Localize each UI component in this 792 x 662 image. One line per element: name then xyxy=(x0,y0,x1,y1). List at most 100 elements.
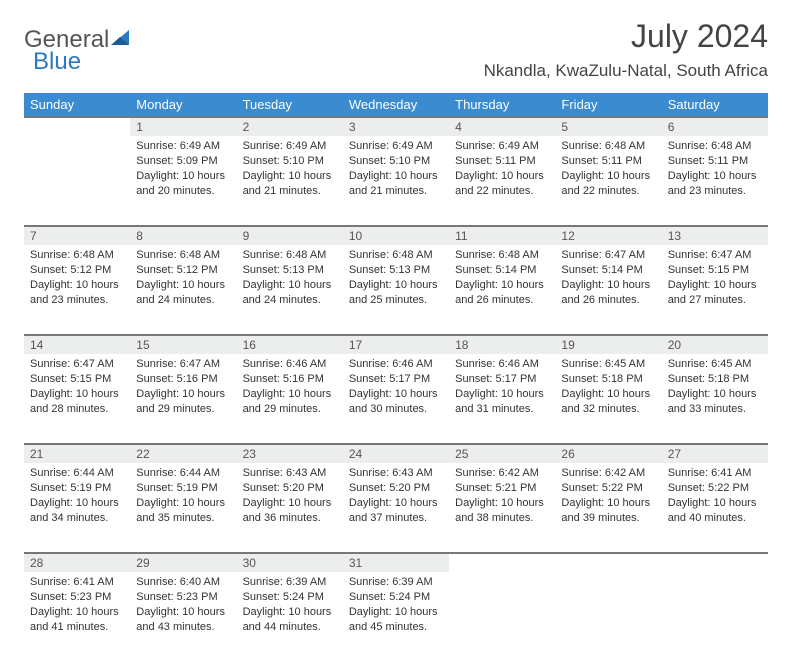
day-content-cell: Sunrise: 6:49 AMSunset: 5:10 PMDaylight:… xyxy=(343,136,449,226)
weekday-header: Saturday xyxy=(662,93,768,117)
day-number-cell: 6 xyxy=(662,117,768,136)
weekday-header: Sunday xyxy=(24,93,130,117)
day-number-cell: 30 xyxy=(237,553,343,572)
day-content-row: Sunrise: 6:41 AMSunset: 5:23 PMDaylight:… xyxy=(24,572,768,662)
day-content-cell: Sunrise: 6:46 AMSunset: 5:16 PMDaylight:… xyxy=(237,354,343,444)
day-number-cell xyxy=(555,553,661,572)
weekday-header: Tuesday xyxy=(237,93,343,117)
weekday-header: Friday xyxy=(555,93,661,117)
day-details: Sunrise: 6:47 AMSunset: 5:14 PMDaylight:… xyxy=(555,245,661,313)
day-content-cell: Sunrise: 6:48 AMSunset: 5:12 PMDaylight:… xyxy=(24,245,130,335)
day-details: Sunrise: 6:47 AMSunset: 5:15 PMDaylight:… xyxy=(24,354,130,422)
day-details: Sunrise: 6:46 AMSunset: 5:16 PMDaylight:… xyxy=(237,354,343,422)
day-number-cell xyxy=(24,117,130,136)
day-content-cell: Sunrise: 6:41 AMSunset: 5:23 PMDaylight:… xyxy=(24,572,130,662)
day-number-row: 28293031 xyxy=(24,553,768,572)
day-details: Sunrise: 6:43 AMSunset: 5:20 PMDaylight:… xyxy=(237,463,343,531)
calendar-head: SundayMondayTuesdayWednesdayThursdayFrid… xyxy=(24,93,768,117)
day-details: Sunrise: 6:48 AMSunset: 5:14 PMDaylight:… xyxy=(449,245,555,313)
day-content-cell: Sunrise: 6:40 AMSunset: 5:23 PMDaylight:… xyxy=(130,572,236,662)
day-content-cell: Sunrise: 6:47 AMSunset: 5:14 PMDaylight:… xyxy=(555,245,661,335)
calendar-body: 123456Sunrise: 6:49 AMSunset: 5:09 PMDay… xyxy=(24,117,768,662)
day-number-cell: 22 xyxy=(130,444,236,463)
day-content-cell: Sunrise: 6:42 AMSunset: 5:22 PMDaylight:… xyxy=(555,463,661,553)
day-details: Sunrise: 6:48 AMSunset: 5:11 PMDaylight:… xyxy=(662,136,768,204)
day-content-cell xyxy=(662,572,768,662)
day-details: Sunrise: 6:49 AMSunset: 5:09 PMDaylight:… xyxy=(130,136,236,204)
day-content-cell: Sunrise: 6:44 AMSunset: 5:19 PMDaylight:… xyxy=(130,463,236,553)
day-number-cell: 21 xyxy=(24,444,130,463)
weekday-row: SundayMondayTuesdayWednesdayThursdayFrid… xyxy=(24,93,768,117)
day-number-cell: 15 xyxy=(130,335,236,354)
day-details: Sunrise: 6:41 AMSunset: 5:23 PMDaylight:… xyxy=(24,572,130,640)
day-content-cell: Sunrise: 6:45 AMSunset: 5:18 PMDaylight:… xyxy=(555,354,661,444)
day-content-cell: Sunrise: 6:44 AMSunset: 5:19 PMDaylight:… xyxy=(24,463,130,553)
day-content-cell: Sunrise: 6:48 AMSunset: 5:13 PMDaylight:… xyxy=(237,245,343,335)
day-number-cell: 1 xyxy=(130,117,236,136)
day-number-cell: 17 xyxy=(343,335,449,354)
day-number-cell: 20 xyxy=(662,335,768,354)
day-number-cell: 7 xyxy=(24,226,130,245)
day-content-cell xyxy=(449,572,555,662)
sail-icon xyxy=(111,28,133,53)
day-details: Sunrise: 6:43 AMSunset: 5:20 PMDaylight:… xyxy=(343,463,449,531)
day-content-cell: Sunrise: 6:49 AMSunset: 5:10 PMDaylight:… xyxy=(237,136,343,226)
day-number-cell: 31 xyxy=(343,553,449,572)
day-number-cell xyxy=(449,553,555,572)
day-details: Sunrise: 6:48 AMSunset: 5:12 PMDaylight:… xyxy=(24,245,130,313)
day-number-cell: 14 xyxy=(24,335,130,354)
day-details: Sunrise: 6:47 AMSunset: 5:15 PMDaylight:… xyxy=(662,245,768,313)
day-content-row: Sunrise: 6:47 AMSunset: 5:15 PMDaylight:… xyxy=(24,354,768,444)
day-number-cell: 11 xyxy=(449,226,555,245)
day-content-cell: Sunrise: 6:46 AMSunset: 5:17 PMDaylight:… xyxy=(449,354,555,444)
day-number-cell: 24 xyxy=(343,444,449,463)
day-details: Sunrise: 6:49 AMSunset: 5:11 PMDaylight:… xyxy=(449,136,555,204)
day-details: Sunrise: 6:40 AMSunset: 5:23 PMDaylight:… xyxy=(130,572,236,640)
day-details: Sunrise: 6:41 AMSunset: 5:22 PMDaylight:… xyxy=(662,463,768,531)
day-details: Sunrise: 6:47 AMSunset: 5:16 PMDaylight:… xyxy=(130,354,236,422)
day-content-row: Sunrise: 6:44 AMSunset: 5:19 PMDaylight:… xyxy=(24,463,768,553)
title-block: July 2024 Nkandla, KwaZulu-Natal, South … xyxy=(484,18,768,81)
day-details: Sunrise: 6:39 AMSunset: 5:24 PMDaylight:… xyxy=(343,572,449,640)
day-content-cell: Sunrise: 6:41 AMSunset: 5:22 PMDaylight:… xyxy=(662,463,768,553)
day-details: Sunrise: 6:42 AMSunset: 5:21 PMDaylight:… xyxy=(449,463,555,531)
day-content-cell xyxy=(555,572,661,662)
day-details: Sunrise: 6:45 AMSunset: 5:18 PMDaylight:… xyxy=(662,354,768,422)
day-content-cell: Sunrise: 6:39 AMSunset: 5:24 PMDaylight:… xyxy=(343,572,449,662)
day-content-cell: Sunrise: 6:48 AMSunset: 5:12 PMDaylight:… xyxy=(130,245,236,335)
header: General July 2024 Nkandla, KwaZulu-Natal… xyxy=(24,18,768,81)
month-title: July 2024 xyxy=(484,18,768,55)
day-details: Sunrise: 6:49 AMSunset: 5:10 PMDaylight:… xyxy=(237,136,343,204)
day-content-row: Sunrise: 6:49 AMSunset: 5:09 PMDaylight:… xyxy=(24,136,768,226)
day-content-cell: Sunrise: 6:48 AMSunset: 5:11 PMDaylight:… xyxy=(555,136,661,226)
day-details: Sunrise: 6:48 AMSunset: 5:12 PMDaylight:… xyxy=(130,245,236,313)
day-number-cell: 3 xyxy=(343,117,449,136)
day-number-cell: 29 xyxy=(130,553,236,572)
day-number-cell: 12 xyxy=(555,226,661,245)
day-number-row: 78910111213 xyxy=(24,226,768,245)
weekday-header: Thursday xyxy=(449,93,555,117)
day-details: Sunrise: 6:39 AMSunset: 5:24 PMDaylight:… xyxy=(237,572,343,640)
day-content-cell: Sunrise: 6:43 AMSunset: 5:20 PMDaylight:… xyxy=(343,463,449,553)
day-content-cell: Sunrise: 6:46 AMSunset: 5:17 PMDaylight:… xyxy=(343,354,449,444)
day-content-cell: Sunrise: 6:48 AMSunset: 5:13 PMDaylight:… xyxy=(343,245,449,335)
day-content-row: Sunrise: 6:48 AMSunset: 5:12 PMDaylight:… xyxy=(24,245,768,335)
weekday-header: Monday xyxy=(130,93,236,117)
day-details: Sunrise: 6:44 AMSunset: 5:19 PMDaylight:… xyxy=(130,463,236,531)
day-number-cell: 2 xyxy=(237,117,343,136)
logo-text-blue: Blue xyxy=(33,48,81,75)
day-content-cell: Sunrise: 6:45 AMSunset: 5:18 PMDaylight:… xyxy=(662,354,768,444)
day-details: Sunrise: 6:48 AMSunset: 5:11 PMDaylight:… xyxy=(555,136,661,204)
day-content-cell: Sunrise: 6:42 AMSunset: 5:21 PMDaylight:… xyxy=(449,463,555,553)
day-details: Sunrise: 6:46 AMSunset: 5:17 PMDaylight:… xyxy=(449,354,555,422)
day-content-cell: Sunrise: 6:49 AMSunset: 5:09 PMDaylight:… xyxy=(130,136,236,226)
day-details: Sunrise: 6:48 AMSunset: 5:13 PMDaylight:… xyxy=(237,245,343,313)
day-content-cell: Sunrise: 6:49 AMSunset: 5:11 PMDaylight:… xyxy=(449,136,555,226)
day-content-cell: Sunrise: 6:48 AMSunset: 5:11 PMDaylight:… xyxy=(662,136,768,226)
day-details: Sunrise: 6:46 AMSunset: 5:17 PMDaylight:… xyxy=(343,354,449,422)
day-number-cell: 5 xyxy=(555,117,661,136)
day-number-cell: 4 xyxy=(449,117,555,136)
day-number-cell: 19 xyxy=(555,335,661,354)
day-content-cell: Sunrise: 6:47 AMSunset: 5:16 PMDaylight:… xyxy=(130,354,236,444)
day-number-cell: 27 xyxy=(662,444,768,463)
